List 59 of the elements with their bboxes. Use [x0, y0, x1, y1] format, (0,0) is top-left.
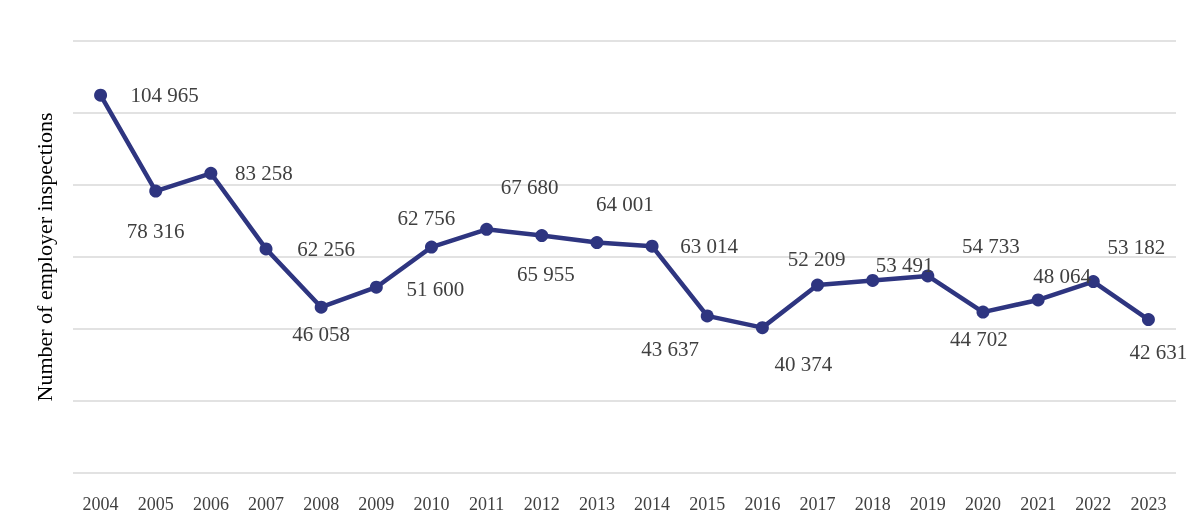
point [149, 184, 163, 198]
point [866, 273, 880, 287]
point [259, 242, 273, 256]
data-label: 42 631 [1129, 339, 1188, 364]
data-label: 53 182 [1107, 234, 1166, 259]
x-tick-label: 2005 [137, 494, 174, 514]
point [369, 280, 383, 294]
data-label: 65 955 [516, 261, 575, 286]
x-tick-label: 2013 [578, 494, 615, 514]
point [94, 88, 108, 102]
x-tick-label: 2020 [964, 494, 1001, 514]
data-label: 64 001 [596, 191, 654, 216]
x-tick-label: 2015 [689, 494, 726, 514]
x-tick-label: 2010 [413, 494, 450, 514]
x-tick-label: 2006 [192, 494, 229, 514]
point [700, 309, 714, 323]
data-label: 40 374 [774, 351, 833, 376]
x-tick-label: 2018 [854, 494, 891, 514]
point [976, 305, 990, 319]
point [424, 240, 438, 254]
data-label: 52 209 [787, 247, 846, 272]
x-tick-label: 2007 [248, 494, 285, 514]
x-tick-label: 2012 [523, 494, 560, 514]
point [535, 229, 549, 243]
data-label: 43 637 [641, 336, 700, 361]
x-tick-label: 2019 [909, 494, 946, 514]
point [1031, 293, 1045, 307]
data-label: 83 258 [235, 161, 293, 186]
data-label: 62 756 [397, 206, 456, 231]
data-label: 104 965 [130, 83, 199, 108]
point [480, 222, 494, 236]
point [314, 300, 328, 314]
data-label: 78 316 [126, 219, 185, 244]
x-tick-label: 2017 [799, 494, 836, 514]
x-tick-label: 2004 [82, 494, 119, 514]
point [590, 236, 604, 250]
point [645, 239, 659, 253]
data-label: 67 680 [500, 175, 559, 200]
point [811, 278, 825, 292]
point [1141, 313, 1155, 327]
data-label: 63 014 [680, 234, 739, 259]
x-tick-label: 2009 [358, 494, 395, 514]
x-tick-label: 2021 [1020, 494, 1057, 514]
x-tick-label: 2014 [634, 494, 671, 514]
x-tick-label: 2016 [744, 494, 781, 514]
data-label: 51 600 [406, 277, 465, 302]
data-label: 44 702 [950, 327, 1008, 352]
x-tick-label: 2023 [1130, 494, 1167, 514]
x-tick-label: 2022 [1075, 494, 1112, 514]
data-label: 62 256 [297, 236, 355, 261]
data-label: 48 064 [1033, 263, 1092, 288]
x-tick-label: 2008 [303, 494, 340, 514]
data-label: 54 733 [961, 233, 1020, 258]
data-label: 53 491 [875, 253, 934, 278]
point [204, 166, 218, 180]
data-label: 46 058 [292, 322, 351, 347]
y-axis-title: Number of employer inspections [31, 112, 57, 402]
x-tick-label: 2011 [468, 494, 505, 514]
point [755, 321, 769, 335]
